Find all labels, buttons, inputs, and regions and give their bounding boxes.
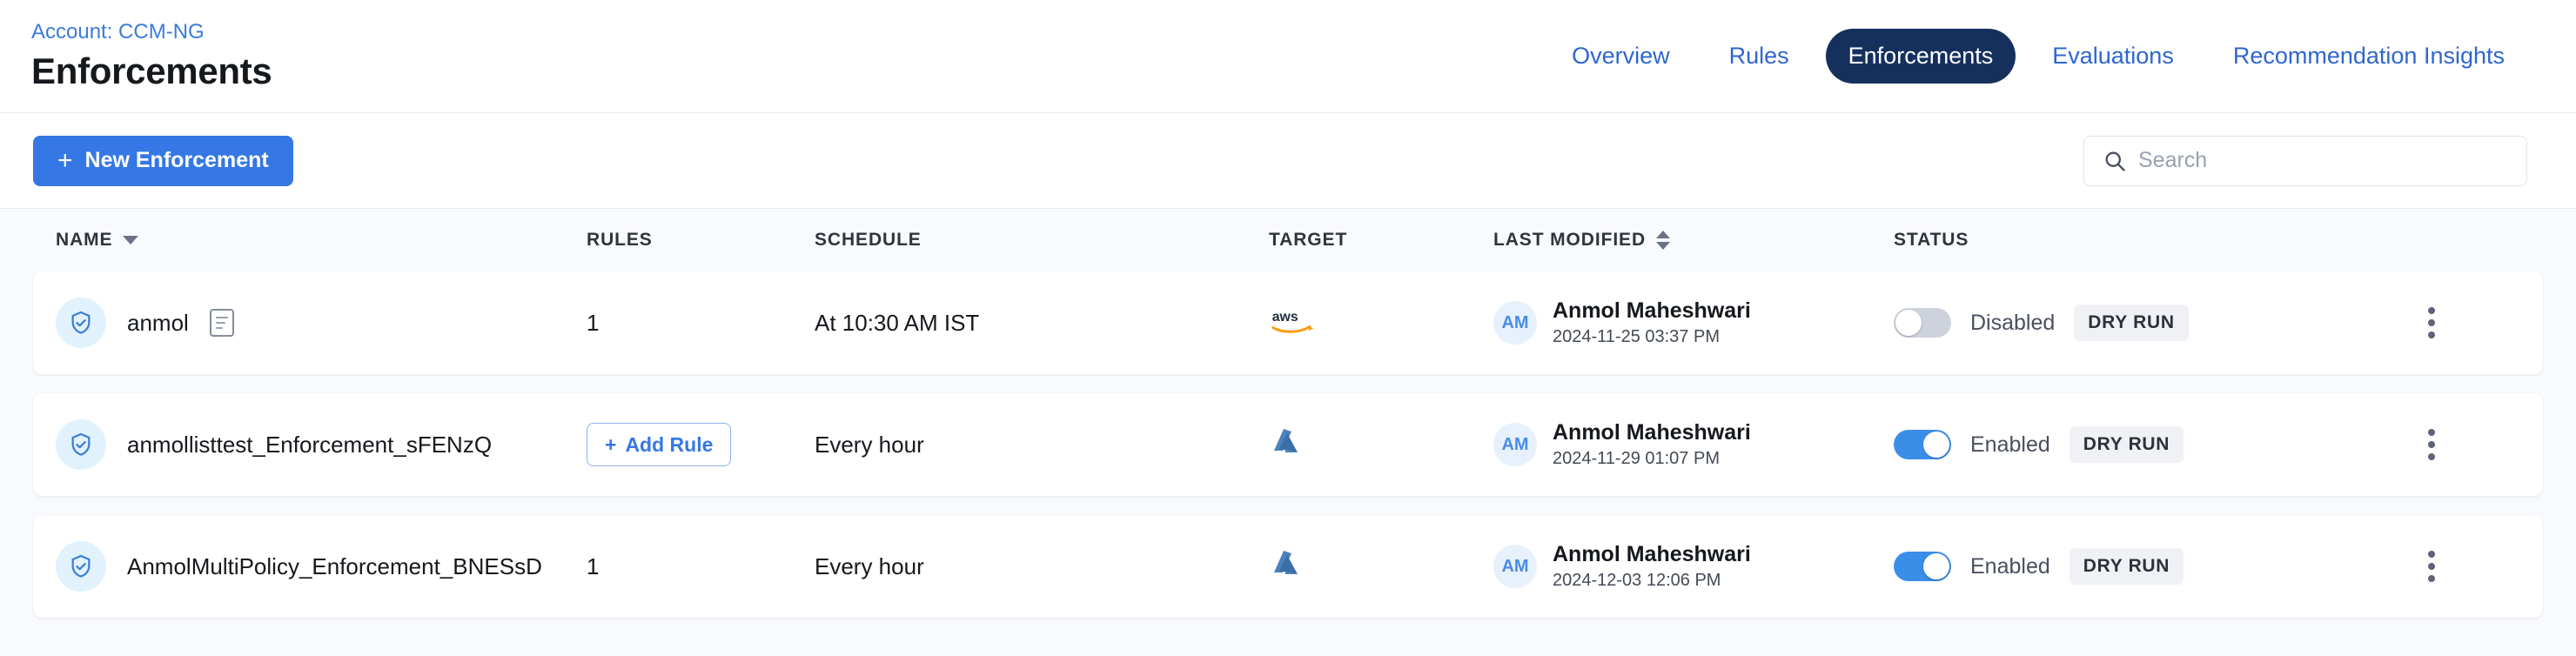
sort-both-icon[interactable] [1656,231,1671,250]
account-breadcrumb[interactable]: Account: CCM-NG [31,20,205,44]
row-menu-icon[interactable] [2416,422,2447,467]
row-status-cell: Disabled DRY RUN [1894,305,2416,341]
column-header-status-label: STATUS [1894,230,1969,250]
row-actions-cell [2416,300,2543,345]
column-header-last-modified-label: LAST MODIFIED [1493,230,1647,250]
plus-icon: + [605,432,617,456]
row-status-cell: Enabled DRY RUN [1894,548,2416,585]
avatar: AM [1493,301,1537,345]
column-header-target[interactable]: TARGET [1269,230,1493,251]
column-header-name-label: NAME [56,230,113,250]
tab-evaluations[interactable]: Evaluations [2052,43,2174,69]
status-toggle[interactable] [1894,430,1951,459]
svg-text:aws: aws [1272,310,1298,325]
page-header: Account: CCM-NG Enforcements Overview Ru… [0,0,2576,113]
row-actions-cell [2416,544,2543,589]
modified-by-user: Anmol Maheshwari [1553,298,1751,323]
plus-icon: + [57,145,73,175]
new-enforcement-label: New Enforcement [84,148,269,172]
column-header-rules[interactable]: RULES [587,230,815,251]
row-menu-icon[interactable] [2416,544,2447,589]
enforcement-name: anmol [127,309,189,336]
table-header-row: NAME RULES SCHEDULE TARGET LAST MODIFIED… [33,209,2543,271]
add-rule-button[interactable]: + Add Rule [587,423,732,466]
row-actions-cell [2416,422,2543,467]
new-enforcement-button[interactable]: + New Enforcement [33,135,293,186]
enforcement-name: AnmolMultiPolicy_Enforcement_BNESsD [127,552,542,579]
row-menu-icon[interactable] [2416,300,2447,345]
column-header-last-modified[interactable]: LAST MODIFIED [1493,230,1894,251]
row-last-modified-cell: AM Anmol Maheshwari 2024-11-25 03:37 PM [1493,298,1894,347]
row-last-modified-cell: AM Anmol Maheshwari 2024-11-29 01:07 PM [1493,420,1894,469]
status-label: Enabled [1970,553,2050,579]
sort-desc-icon[interactable] [123,236,139,244]
row-rules-cell: 1 [587,310,815,337]
enforcement-name: anmollisttest_Enforcement_sFENzQ [127,431,493,458]
row-schedule-cell: Every hour [815,553,1269,580]
shield-check-icon [56,419,106,470]
rules-count: 1 [587,309,600,336]
avatar: AM [1493,545,1537,588]
modified-by-user: Anmol Maheshwari [1553,542,1751,566]
status-toggle[interactable] [1894,308,1951,338]
add-rule-label: Add Rule [625,432,714,456]
table-row[interactable]: anmollisttest_Enforcement_sFENzQ + Add R… [33,393,2543,496]
row-name-cell: anmol [56,298,587,348]
row-target-cell [1269,549,1493,585]
enforcements-table: NAME RULES SCHEDULE TARGET LAST MODIFIED… [0,209,2576,656]
row-name-cell: anmollisttest_Enforcement_sFENzQ [56,419,587,470]
status-toggle[interactable] [1894,552,1951,581]
status-label: Enabled [1970,432,2050,457]
azure-icon [1269,549,1307,585]
search-wrapper [2083,135,2527,186]
avatar: AM [1493,423,1537,466]
row-name-cell: AnmolMultiPolicy_Enforcement_BNESsD [56,541,587,592]
azure-icon [1269,427,1307,463]
column-header-status[interactable]: STATUS [1894,230,2416,251]
schedule-value: Every hour [815,552,924,579]
row-target-cell [1269,427,1493,463]
nav-tabs: Overview Rules Enforcements Evaluations … [1549,29,2527,84]
column-header-target-label: TARGET [1269,230,1348,250]
dry-run-badge: DRY RUN [2069,548,2184,585]
column-header-schedule-label: SCHEDULE [815,230,922,250]
tab-overview[interactable]: Overview [1572,43,1670,69]
tab-recommendation-insights[interactable]: Recommendation Insights [2232,43,2505,69]
note-icon[interactable] [209,309,234,337]
modified-timestamp: 2024-12-03 12:06 PM [1553,571,1721,590]
row-schedule-cell: Every hour [815,432,1269,459]
shield-check-icon [56,298,106,348]
schedule-value: At 10:30 AM IST [815,309,980,336]
row-status-cell: Enabled DRY RUN [1894,426,2416,463]
schedule-value: Every hour [815,431,924,458]
column-header-schedule[interactable]: SCHEDULE [815,230,1269,251]
header-left: Account: CCM-NG Enforcements [31,20,272,91]
dry-run-badge: DRY RUN [2074,305,2189,341]
row-rules-cell: 1 [587,553,815,580]
modified-timestamp: 2024-11-25 03:37 PM [1553,327,1720,346]
table-row[interactable]: anmol 1 At 10:30 AM IST aws AM Anmol Mah… [33,271,2543,374]
row-target-cell: aws [1269,306,1493,340]
tab-enforcements[interactable]: Enforcements [1825,29,2016,84]
modified-timestamp: 2024-11-29 01:07 PM [1553,449,1720,468]
table-row[interactable]: AnmolMultiPolicy_Enforcement_BNESsD 1 Ev… [33,515,2543,618]
status-label: Disabled [1970,310,2056,335]
shield-check-icon [56,541,106,592]
column-header-name[interactable]: NAME [56,230,587,251]
aws-icon: aws [1269,306,1318,340]
row-rules-cell: + Add Rule [587,423,815,466]
dry-run-badge: DRY RUN [2069,426,2184,463]
modified-by-user: Anmol Maheshwari [1553,420,1751,445]
rules-count: 1 [587,552,600,579]
column-header-rules-label: RULES [587,230,653,250]
row-schedule-cell: At 10:30 AM IST [815,310,1269,337]
row-last-modified-cell: AM Anmol Maheshwari 2024-12-03 12:06 PM [1493,542,1894,591]
toolbar: + New Enforcement [0,113,2576,209]
tab-rules[interactable]: Rules [1728,43,1789,69]
page-title: Enforcements [31,50,272,91]
search-input[interactable] [2083,135,2527,186]
